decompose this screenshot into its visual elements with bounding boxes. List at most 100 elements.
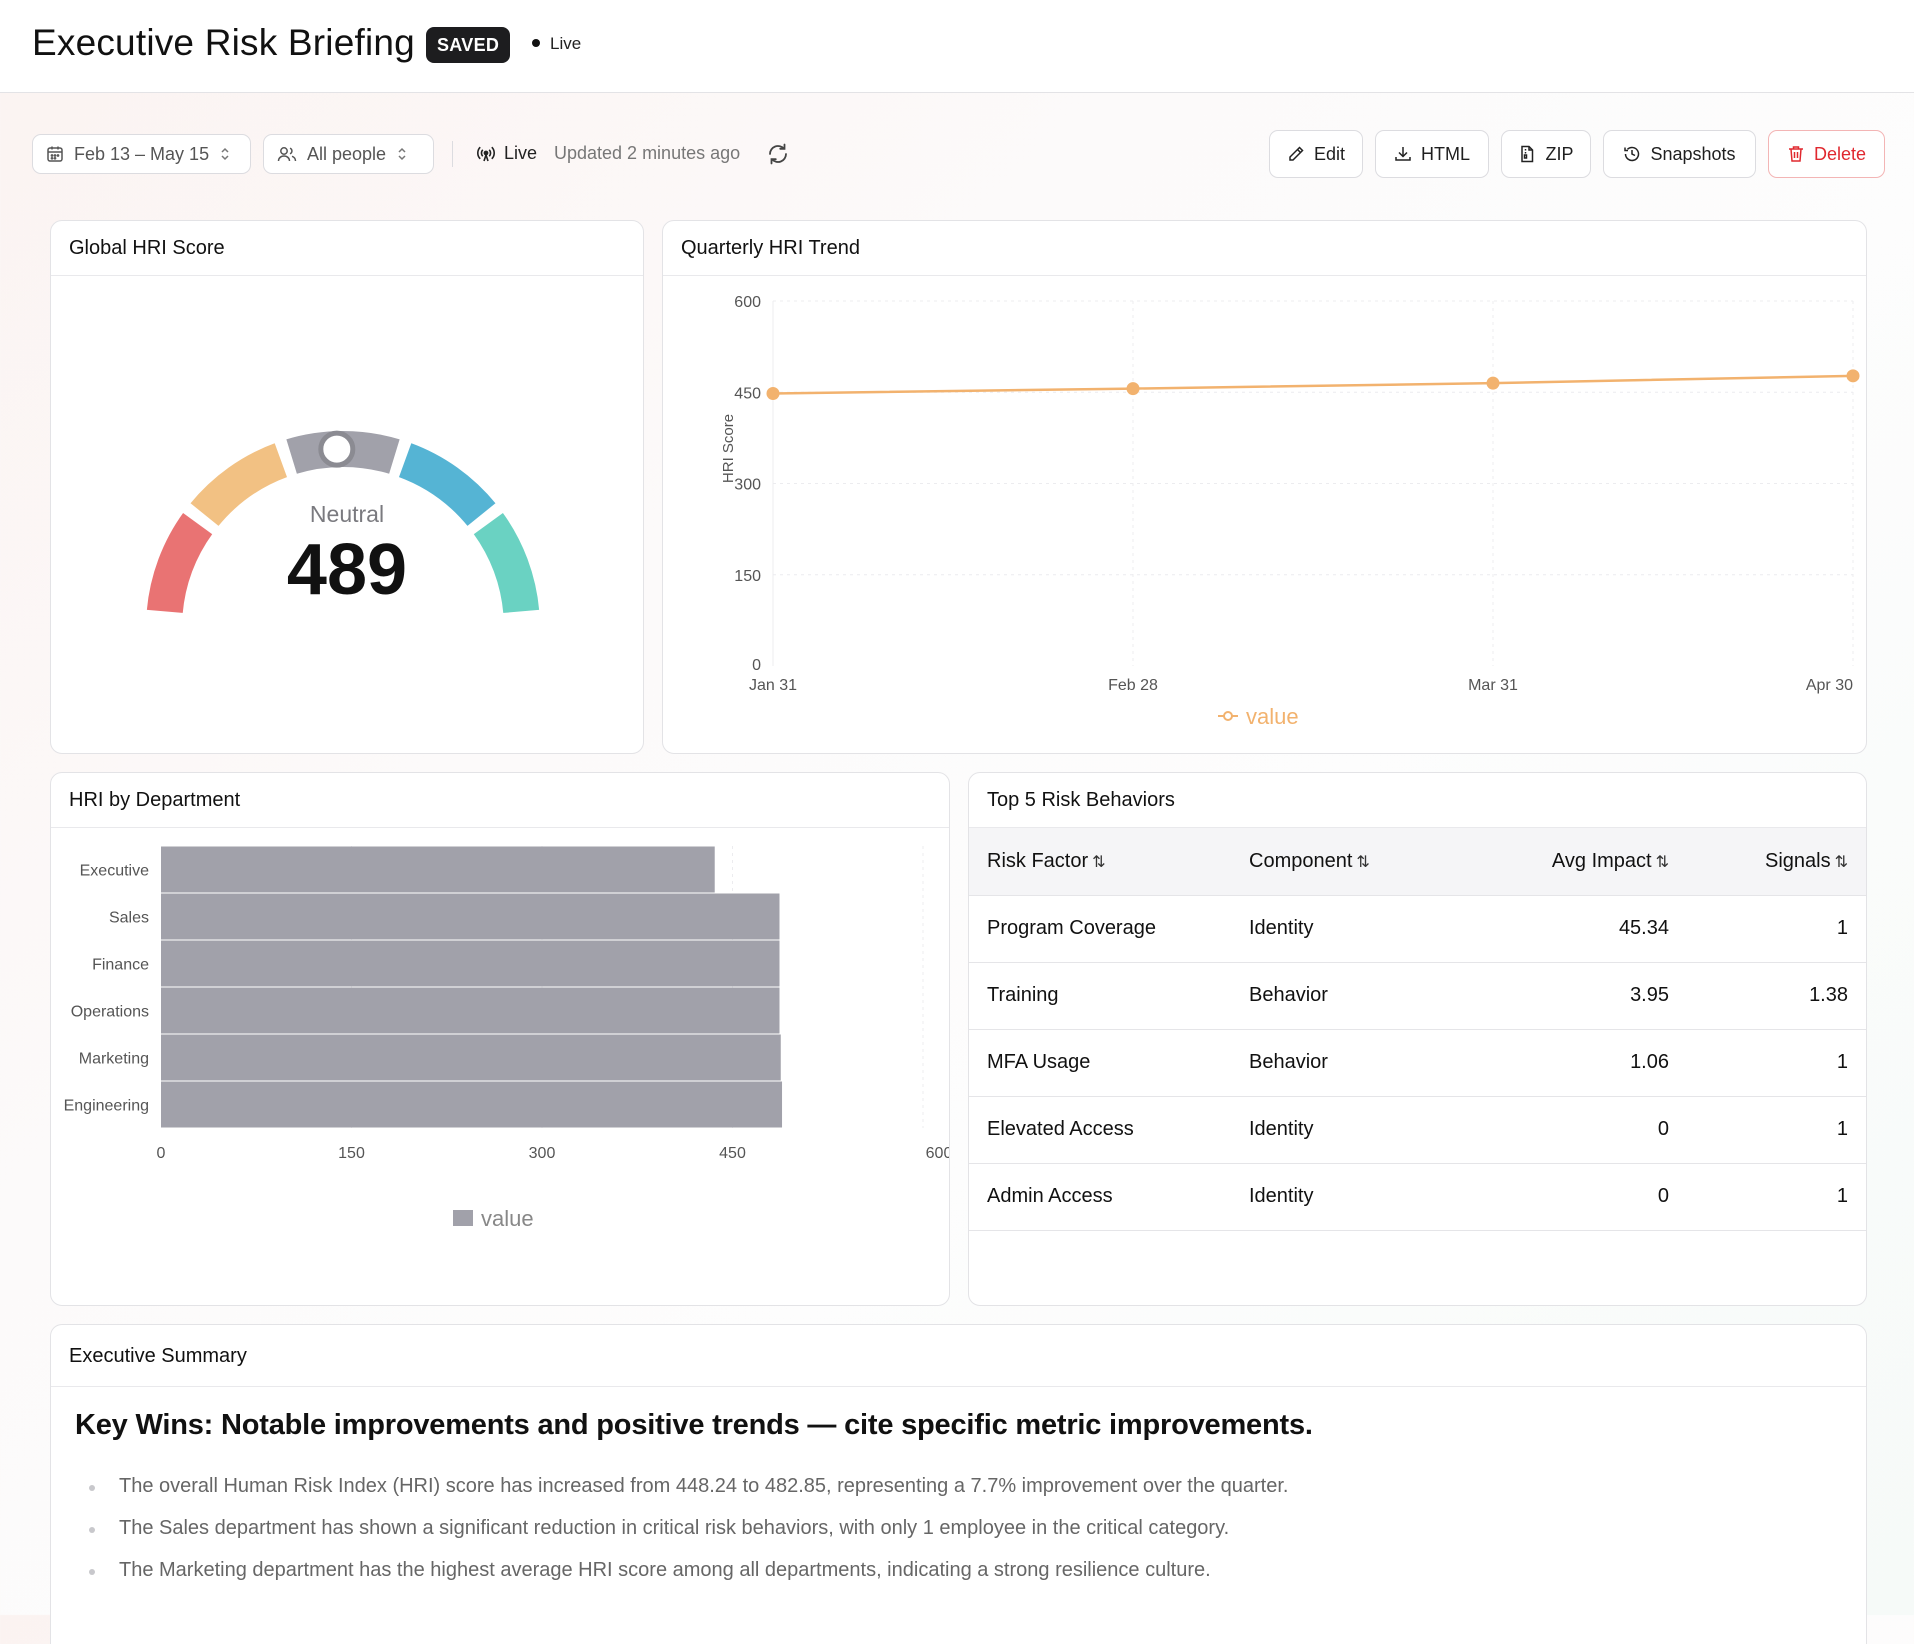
table-row: Admin Access Identity 0 1 xyxy=(969,1163,1866,1231)
executive-summary-title: Executive Summary xyxy=(51,1325,1866,1387)
column-header-avg-impact[interactable]: Avg Impact ⇅ xyxy=(1469,828,1669,896)
risk-factor-cell: Program Coverage xyxy=(969,895,1249,963)
risk-factor-cell: MFA Usage xyxy=(969,1029,1249,1097)
column-header-risk-factor[interactable]: Risk Factor ⇅ xyxy=(969,828,1249,896)
snapshots-label: Snapshots xyxy=(1650,143,1736,164)
bar xyxy=(161,893,780,940)
global-hri-card: Global HRI Score Neutral 489 xyxy=(50,220,644,754)
avg-impact-cell: 3.95 xyxy=(1469,962,1669,1030)
date-range-label: Feb 13 – May 15 xyxy=(74,143,210,164)
x-tick-label: Apr 30 xyxy=(1806,677,1853,694)
download-icon xyxy=(1395,147,1411,161)
x-tick-label: Mar 31 xyxy=(1468,677,1518,694)
sort-icon: ⇅ xyxy=(1356,853,1370,871)
category-label: Executive xyxy=(80,863,149,880)
list-item: The Sales department has shown a signifi… xyxy=(89,1517,1288,1559)
column-header-label: Risk Factor xyxy=(987,849,1089,872)
hri-gauge xyxy=(144,429,542,616)
users-icon xyxy=(277,147,297,162)
list-item: The Marketing department has the highest… xyxy=(89,1559,1288,1601)
refresh-button[interactable] xyxy=(766,142,790,171)
table-row: Program Coverage Identity 45.34 1 xyxy=(969,895,1866,963)
avg-impact-cell: 0 xyxy=(1469,1163,1669,1231)
broadcast-icon xyxy=(477,146,495,161)
y-tick-label: 0 xyxy=(752,657,761,674)
bar xyxy=(161,940,780,987)
saved-badge: SAVED xyxy=(426,27,511,63)
component-cell: Identity xyxy=(1249,1163,1469,1231)
sort-icon: ⇅ xyxy=(1834,853,1848,871)
people-filter-label: All people xyxy=(307,143,387,164)
table-row: MFA Usage Behavior 1.06 1 xyxy=(969,1029,1866,1097)
live-indicator-label: Live xyxy=(504,143,538,163)
y-tick-label: 450 xyxy=(734,385,761,402)
data-point xyxy=(1126,382,1140,396)
category-label: Operations xyxy=(71,1004,149,1021)
toolbar-divider xyxy=(452,141,453,167)
risk-behaviors-card: Top 5 Risk Behaviors Risk Factor ⇅ Compon… xyxy=(968,772,1867,1306)
x-tick-label: 150 xyxy=(338,1145,365,1162)
x-tick-label: 300 xyxy=(529,1145,556,1162)
signals-cell: 1 xyxy=(1669,1096,1866,1164)
edit-button-label: Edit xyxy=(1313,143,1346,164)
list-item: The overall Human Risk Index (HRI) score… xyxy=(89,1475,1288,1517)
global-hri-title: Global HRI Score xyxy=(51,221,643,276)
edit-button[interactable]: Edit xyxy=(1269,130,1363,178)
signals-cell: 1 xyxy=(1669,895,1866,963)
date-range-select[interactable]: Feb 13 – May 15 xyxy=(32,134,251,174)
bar xyxy=(161,1034,781,1081)
summary-list: The overall Human Risk Index (HRI) score… xyxy=(89,1475,1288,1601)
gauge-segment xyxy=(188,440,290,529)
snapshots-button[interactable]: Snapshots xyxy=(1603,130,1756,178)
chevron-updown-icon xyxy=(221,147,229,161)
download-zip-button[interactable]: ZIP xyxy=(1501,130,1591,178)
component-cell: Identity xyxy=(1249,1096,1469,1164)
gauge-segment xyxy=(471,510,542,616)
component-cell: Behavior xyxy=(1249,1029,1469,1097)
table-row: Training Behavior 3.95 1.38 xyxy=(969,962,1866,1030)
legend-label: value xyxy=(1246,704,1299,729)
bar xyxy=(161,987,780,1034)
column-header-label: Avg Impact xyxy=(1551,849,1652,872)
component-cell: Behavior xyxy=(1249,962,1469,1030)
people-filter-select[interactable]: All people xyxy=(263,134,434,174)
live-status-label: Live xyxy=(550,34,582,53)
column-header-component[interactable]: Component ⇅ xyxy=(1249,828,1469,896)
executive-summary-card: Executive Summary Key Wins: Notable impr… xyxy=(50,1324,1867,1644)
gauge-segment xyxy=(144,510,215,616)
signals-cell: 1 xyxy=(1669,1163,1866,1231)
legend-label: value xyxy=(481,1206,534,1231)
gauge-marker xyxy=(318,430,356,468)
file-zip-icon xyxy=(1521,145,1534,163)
category-label: Marketing xyxy=(79,1051,149,1068)
bar xyxy=(161,1081,783,1128)
risk-factor-cell: Elevated Access xyxy=(969,1096,1249,1164)
live-indicator: Live xyxy=(476,143,537,164)
x-tick-label: Jan 31 xyxy=(749,677,797,694)
summary-heading: Key Wins: Notable improvements and posit… xyxy=(75,1409,1313,1441)
department-chart: 0 150 300 450 600 Executive Sales Finance Operat… xyxy=(64,846,949,1231)
delete-label: Delete xyxy=(1813,143,1867,164)
signals-cell: 1 xyxy=(1669,1029,1866,1097)
gauge-score: 489 xyxy=(286,530,408,610)
column-header-signals[interactable]: Signals ⇅ xyxy=(1669,828,1866,896)
delete-button[interactable]: Delete xyxy=(1768,130,1885,178)
column-header-label: Component xyxy=(1249,849,1353,872)
chevron-updown-icon xyxy=(398,147,406,161)
risk-behaviors-title: Top 5 Risk Behaviors xyxy=(969,773,1866,828)
download-html-button[interactable]: HTML xyxy=(1375,130,1489,178)
component-cell: Identity xyxy=(1249,895,1469,963)
avg-impact-cell: 0 xyxy=(1469,1096,1669,1164)
x-tick-label: Feb 28 xyxy=(1108,677,1158,694)
y-tick-label: 600 xyxy=(734,294,761,311)
live-status: Live xyxy=(532,34,581,54)
sort-icon: ⇅ xyxy=(1092,853,1106,871)
trend-chart: 0 150 300 450 600 Jan 31 Feb 28 Mar 31 Apr 30 HRI… xyxy=(720,294,1860,729)
sort-icon: ⇅ xyxy=(1655,853,1669,871)
gauge-status: Neutral xyxy=(309,501,385,527)
legend-marker-icon xyxy=(1223,711,1233,721)
quarterly-trend-title: Quarterly HRI Trend xyxy=(663,221,1866,276)
page-title: Executive Risk Briefing xyxy=(32,22,415,63)
gauge-segment xyxy=(396,440,498,529)
calendar-icon xyxy=(47,146,63,162)
